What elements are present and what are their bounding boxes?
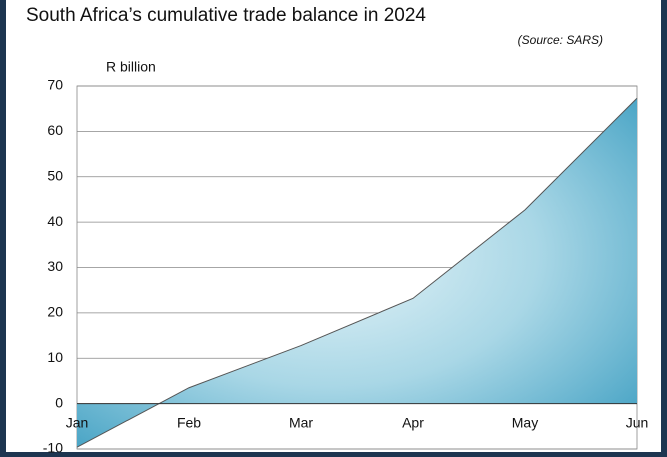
area: [77, 98, 637, 448]
chart-title: South Africa’s cumulative trade balance …: [26, 5, 426, 26]
x-tick-label: Mar: [289, 414, 313, 430]
y-tick-label: -10: [43, 440, 63, 456]
y-tick-label: 40: [47, 213, 63, 229]
line: [76, 97, 638, 448]
y-tick-label: 0: [55, 394, 63, 410]
y-tick-label: 50: [47, 167, 63, 183]
y-tick-label: 10: [47, 349, 63, 365]
x-tick-label: May: [512, 414, 538, 430]
x-tick-label: Jun: [626, 414, 649, 430]
y-tick-label: 30: [47, 258, 63, 274]
x-tick-label: Jan: [66, 414, 89, 430]
y-tick-label: 70: [47, 77, 63, 93]
chart-subtitle: (Source: SARS): [518, 33, 603, 47]
x-tick-label: Apr: [402, 414, 424, 430]
y-tick-label: 20: [47, 304, 63, 320]
x-tick-label: Feb: [177, 414, 201, 430]
y-axis-label: R billion: [106, 59, 156, 75]
y-tick-label: 60: [47, 122, 63, 138]
